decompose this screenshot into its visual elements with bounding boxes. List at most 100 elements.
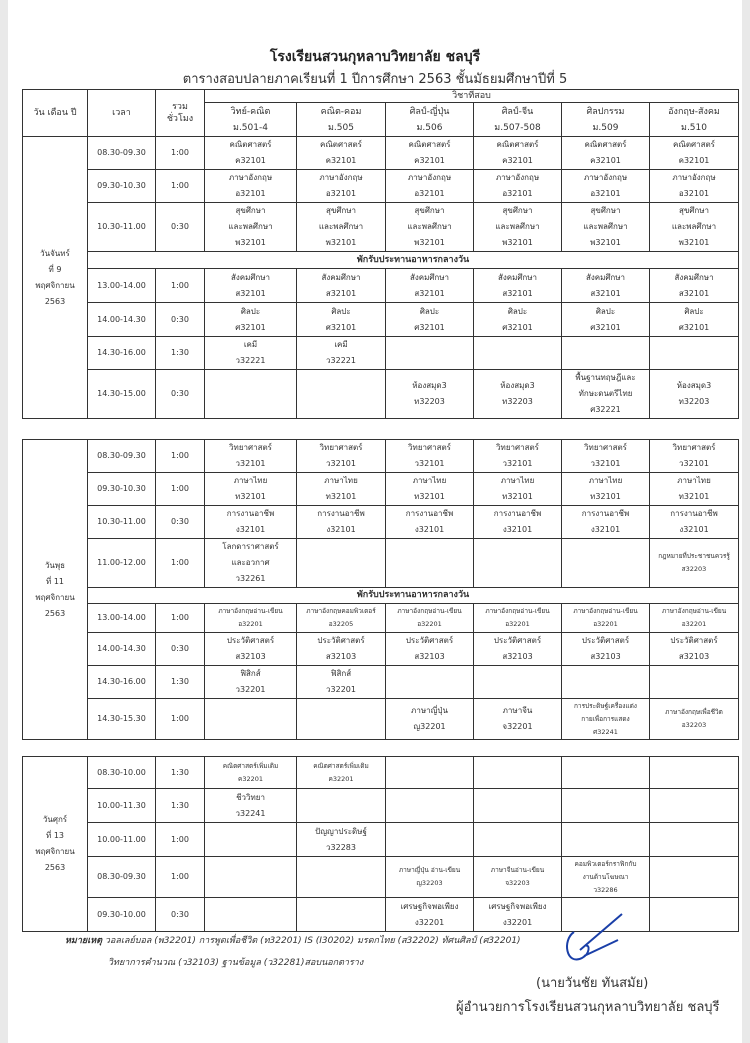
exam-row: 10.00-11.30 1:30 ชีววิทยา ว32241 xyxy=(23,788,739,823)
header-program: อังกฤษ-สังคม ม.510 xyxy=(648,102,740,137)
exam-subject xyxy=(385,665,474,699)
exam-subject: ภาษาญี่ปุ่น ญ32201 xyxy=(385,698,474,740)
exam-subject xyxy=(296,897,386,932)
exam-subject: ฟิสิกส์ ว32201 xyxy=(296,665,386,699)
exam-subject: ภาษาไทย ท32101 xyxy=(561,472,650,506)
exam-subject: ภาษาอังกฤษอ่าน-เขียน อ32201 xyxy=(204,603,297,633)
exam-subject xyxy=(561,897,650,932)
exam-subject: ภาษาอังกฤษ อ32101 xyxy=(204,169,297,203)
exam-subject xyxy=(561,336,650,370)
exam-subject xyxy=(385,788,474,823)
exam-subject: การประดิษฐ์เครื่องแต่ง กายเพื่อการแสดง ศ… xyxy=(561,698,650,740)
exam-subject xyxy=(561,538,650,588)
exam-hours: 1:00 xyxy=(155,136,205,170)
exam-subject: ประวัติศาสตร์ ส32103 xyxy=(204,632,297,666)
exam-time: 09.30-10.30 xyxy=(87,169,156,203)
exam-subject: ห้องสมุด3 ท32203 xyxy=(648,369,740,419)
exam-subject xyxy=(473,788,562,823)
schedule-table-1: วัน เดือน ปี เวลา รวม ชั่วโมง วิชาที่สอบ วิท… xyxy=(22,89,740,419)
exam-subject: โลกดาราศาสตร์ และอวกาศ ว32261 xyxy=(204,538,297,588)
exam-subject: ภาษาอังกฤษอ่าน-เขียน อ32201 xyxy=(385,603,474,633)
exam-time: 13.00-14.00 xyxy=(87,268,156,303)
exam-hours: 1:00 xyxy=(155,856,205,898)
exam-subject: ประวัติศาสตร์ ส32103 xyxy=(385,632,474,666)
exam-subject: ภาษาอังกฤษ อ32101 xyxy=(561,169,650,203)
exam-time: 10.30-11.00 xyxy=(87,505,156,539)
exam-subject: ภาษาอังกฤษ อ32101 xyxy=(296,169,386,203)
exam-row: วันจันทร์ ที่ 9 พฤศจิกายน 2563 08.30-09.3… xyxy=(22,136,740,419)
exam-row: 14.30-16.00 1:30 ฟิสิกส์ ว32201 ฟิสิกส์ ว32… xyxy=(23,665,739,699)
exam-subject: ปัญญาประดิษฐ์ ว32283 xyxy=(296,822,386,857)
exam-time: 14.00-14.30 xyxy=(87,632,156,666)
exam-subject: วิทยาศาสตร์ ว32101 xyxy=(296,439,386,473)
exam-row: 09.30-10.30 1:00 ภาษาอังกฤษ อ32101 ภาษาอังก… xyxy=(23,169,740,203)
exam-day: วันจันทร์ ที่ 9 พฤศจิกายน 2563 xyxy=(22,136,88,419)
exam-day: วันพุธ ที่ 11 พฤศจิกายน 2563 xyxy=(22,439,88,740)
exam-subject: คณิตศาสตร์ ค32101 xyxy=(204,136,297,170)
exam-subject: สังคมศึกษา ส32101 xyxy=(204,268,297,303)
exam-subject xyxy=(649,897,739,932)
exam-subject: คณิตศาสตร์เพิ่มเติม ค32201 xyxy=(204,756,297,789)
exam-subject: ประวัติศาสตร์ ส32103 xyxy=(473,632,562,666)
exam-subject: ศิลปะ ศ32101 xyxy=(204,302,297,337)
header-time: เวลา xyxy=(87,89,156,137)
exam-time: 08.30-09.30 xyxy=(87,439,156,473)
exam-subject: วิทยาศาสตร์ ว32101 xyxy=(385,439,474,473)
exam-subject xyxy=(649,665,739,699)
exam-hours: 1:00 xyxy=(155,268,205,303)
exam-hours: 1:00 xyxy=(155,698,205,740)
exam-subject xyxy=(296,788,386,823)
exam-subject: ภาษาอังกฤษอ่าน-เขียน อ32201 xyxy=(473,603,562,633)
exam-subject xyxy=(385,756,474,789)
exam-subject: สังคมศึกษา ส32101 xyxy=(561,268,650,303)
exam-subject xyxy=(296,698,386,740)
note-text-1: วอลเลย์บอล (พ32201) การพูดเพื่อชีวิต (ท3… xyxy=(104,936,521,946)
signer-name: (นายวันชัย ทันสมัย) xyxy=(536,976,649,991)
exam-row: 14.00-14.30 0:30 ศิลปะ ศ32101 ศิลปะ ศ32101 ศ… xyxy=(23,302,740,337)
exam-subject: ศิลปะ ศ32101 xyxy=(473,302,562,337)
exam-subject: สุขศึกษา และพลศึกษา พ32101 xyxy=(648,202,740,252)
exam-hours: 1:30 xyxy=(155,665,205,699)
exam-time: 11.00-12.00 xyxy=(87,538,156,588)
exam-subject: ชีววิทยา ว32241 xyxy=(204,788,297,823)
exam-time: 08.30-09.30 xyxy=(87,856,156,898)
exam-time: 09.30-10.30 xyxy=(87,472,156,506)
exam-row: 14.00-14.30 0:30 ประวัติศาสตร์ ส32103 ประวั… xyxy=(23,632,739,666)
exam-subject: ภาษาจีน จ32201 xyxy=(473,698,562,740)
exam-subject: กฎหมายที่ประชาชนควรรู้ ส32203 xyxy=(649,538,739,588)
exam-time: 14.30-16.00 xyxy=(87,665,156,699)
exam-subject: คอมพิวเตอร์กราฟิกกับ งานด้านโฆษณา ว32286 xyxy=(561,856,650,898)
exam-hours: 1:00 xyxy=(155,439,205,473)
exam-subject: วิทยาศาสตร์ ว32101 xyxy=(561,439,650,473)
exam-subject: สังคมศึกษา ส32101 xyxy=(296,268,386,303)
exam-subject: ภาษาอังกฤษ อ32101 xyxy=(473,169,562,203)
exam-subject xyxy=(473,336,562,370)
exam-subject: เศรษฐกิจพอเพียง ง32201 xyxy=(473,897,562,932)
exam-subject: การงานอาชีพ ง32101 xyxy=(649,505,739,539)
exam-subject xyxy=(561,822,650,857)
exam-subject xyxy=(473,756,562,789)
exam-subject: สุขศึกษา และพลศึกษา พ32101 xyxy=(561,202,650,252)
exam-subject xyxy=(385,336,474,370)
exam-row: 09.30-10.00 0:30 เศรษฐกิจพอเพียง ง32201 เศร… xyxy=(23,897,739,932)
exam-row: 14.30-15.30 1:00 ภาษาญี่ปุ่น ญ32201 ภาษาจีน… xyxy=(23,698,739,740)
exam-subject xyxy=(649,756,739,789)
exam-subject: คณิตศาสตร์ ค32101 xyxy=(648,136,740,170)
exam-subject xyxy=(296,369,386,419)
schedule-subtitle: ตารางสอบปลายภาคเรียนที่ 1 ปีการศึกษา 256… xyxy=(182,72,568,87)
exam-subject: การงานอาชีพ ง32101 xyxy=(473,505,562,539)
exam-subject xyxy=(649,788,739,823)
exam-subject: คณิตศาสตร์ ค32101 xyxy=(385,136,474,170)
exam-subject xyxy=(204,856,297,898)
exam-subject: ประวัติศาสตร์ ส32103 xyxy=(561,632,650,666)
exam-subject: ฟิสิกส์ ว32201 xyxy=(204,665,297,699)
exam-subject xyxy=(561,665,650,699)
exam-subject xyxy=(561,788,650,823)
exam-subject: สุขศึกษา และพลศึกษา พ32101 xyxy=(296,202,386,252)
exam-subject: ห้องสมุด3 ท32203 xyxy=(473,369,562,419)
exam-time: 13.00-14.00 xyxy=(87,603,156,633)
note-label: หมายเหตุ xyxy=(65,936,103,946)
exam-subject: คณิตศาสตร์ ค32101 xyxy=(473,136,562,170)
exam-subject xyxy=(473,538,562,588)
exam-time: 08.30-09.30 xyxy=(87,136,156,170)
